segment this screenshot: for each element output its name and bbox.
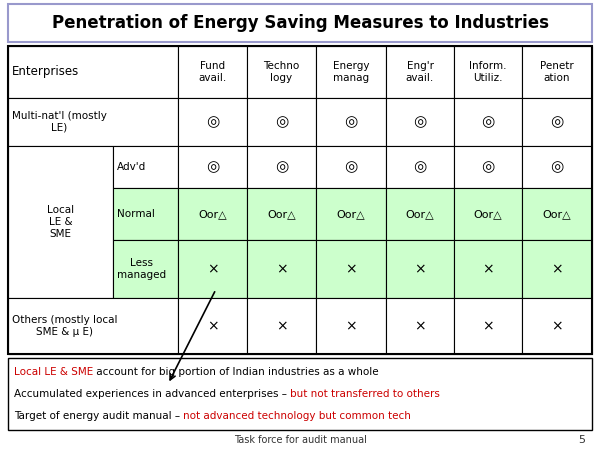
- Bar: [386, 146, 454, 188]
- Bar: [8, 358, 592, 430]
- Text: Accumulated experiences in advanced enterprises –: Accumulated experiences in advanced ente…: [14, 389, 290, 399]
- Bar: [113, 240, 178, 298]
- Text: ◎: ◎: [206, 114, 219, 130]
- Text: ◎: ◎: [550, 114, 563, 130]
- Text: Local LE & SME: Local LE & SME: [14, 367, 93, 377]
- Bar: [178, 146, 247, 188]
- Bar: [247, 188, 316, 240]
- Bar: [8, 46, 592, 354]
- Bar: [178, 240, 247, 298]
- Text: Oor△: Oor△: [406, 209, 434, 219]
- Text: Multi-nat'l (mostly
LE): Multi-nat'l (mostly LE): [12, 111, 107, 133]
- Bar: [522, 146, 592, 188]
- Text: Oor△: Oor△: [198, 209, 227, 219]
- Bar: [454, 240, 522, 298]
- Bar: [316, 188, 386, 240]
- Text: ×: ×: [345, 262, 357, 276]
- Text: Techno
logy: Techno logy: [263, 61, 299, 83]
- Bar: [113, 188, 178, 240]
- Bar: [454, 146, 522, 188]
- Text: 5: 5: [578, 435, 585, 445]
- Text: Penetration of Energy Saving Measures to Industries: Penetration of Energy Saving Measures to…: [52, 14, 548, 32]
- Text: ×: ×: [551, 319, 563, 333]
- Text: Eng'r
avail.: Eng'r avail.: [406, 61, 434, 83]
- Text: ◎: ◎: [275, 114, 288, 130]
- Bar: [247, 46, 316, 98]
- Bar: [522, 98, 592, 146]
- Text: ×: ×: [206, 319, 218, 333]
- Text: ◎: ◎: [550, 159, 563, 175]
- Text: Energy
manag: Energy manag: [333, 61, 369, 83]
- Bar: [178, 298, 247, 354]
- Text: Enterprises: Enterprises: [12, 66, 79, 78]
- Text: Adv'd: Adv'd: [117, 162, 146, 172]
- Bar: [178, 188, 247, 240]
- Bar: [316, 46, 386, 98]
- Bar: [178, 46, 247, 98]
- Bar: [454, 188, 522, 240]
- Bar: [386, 240, 454, 298]
- Bar: [386, 98, 454, 146]
- Text: ×: ×: [275, 262, 287, 276]
- Text: ◎: ◎: [413, 114, 427, 130]
- Bar: [8, 4, 592, 42]
- Text: ◎: ◎: [481, 159, 494, 175]
- Text: ◎: ◎: [344, 159, 358, 175]
- Text: Target of energy audit manual –: Target of energy audit manual –: [14, 411, 184, 421]
- Bar: [522, 240, 592, 298]
- Text: ×: ×: [206, 262, 218, 276]
- Bar: [522, 188, 592, 240]
- Bar: [247, 146, 316, 188]
- Text: Inform.
Utiliz.: Inform. Utiliz.: [469, 61, 507, 83]
- Text: but not transferred to others: but not transferred to others: [290, 389, 440, 399]
- Bar: [247, 240, 316, 298]
- Bar: [386, 298, 454, 354]
- Text: not advanced technology but common tech: not advanced technology but common tech: [184, 411, 411, 421]
- Text: Oor△: Oor△: [337, 209, 365, 219]
- Bar: [113, 146, 178, 188]
- Text: ×: ×: [345, 319, 357, 333]
- Bar: [8, 98, 178, 146]
- Bar: [454, 298, 522, 354]
- Text: ×: ×: [551, 262, 563, 276]
- Text: Oor△: Oor△: [542, 209, 571, 219]
- Bar: [247, 98, 316, 146]
- Bar: [316, 240, 386, 298]
- Bar: [522, 46, 592, 98]
- Bar: [8, 298, 178, 354]
- Text: ×: ×: [275, 319, 287, 333]
- Text: ◎: ◎: [413, 159, 427, 175]
- Bar: [8, 146, 113, 298]
- Bar: [386, 46, 454, 98]
- Text: ×: ×: [414, 262, 426, 276]
- Bar: [522, 298, 592, 354]
- Text: Normal: Normal: [117, 209, 155, 219]
- Text: ◎: ◎: [275, 159, 288, 175]
- Text: ◎: ◎: [481, 114, 494, 130]
- Bar: [178, 98, 247, 146]
- Text: Less
managed: Less managed: [117, 258, 166, 280]
- Text: ×: ×: [414, 319, 426, 333]
- Text: Oor△: Oor△: [267, 209, 296, 219]
- Text: Local
LE &
SME: Local LE & SME: [47, 205, 74, 239]
- Bar: [247, 298, 316, 354]
- Text: ×: ×: [482, 262, 494, 276]
- Text: ×: ×: [482, 319, 494, 333]
- Text: ◎: ◎: [206, 159, 219, 175]
- Text: ◎: ◎: [344, 114, 358, 130]
- Bar: [454, 98, 522, 146]
- Bar: [454, 46, 522, 98]
- Text: Oor△: Oor△: [473, 209, 502, 219]
- Bar: [316, 98, 386, 146]
- Text: Penetr
ation: Penetr ation: [540, 61, 574, 83]
- Text: Others (mostly local
SME & μ E): Others (mostly local SME & μ E): [12, 315, 118, 337]
- Text: Fund
avail.: Fund avail.: [199, 61, 227, 83]
- Bar: [386, 188, 454, 240]
- Bar: [8, 46, 178, 98]
- Text: account for big portion of Indian industries as a whole: account for big portion of Indian indust…: [93, 367, 379, 377]
- Bar: [316, 146, 386, 188]
- Bar: [316, 298, 386, 354]
- Text: Task force for audit manual: Task force for audit manual: [233, 435, 367, 445]
